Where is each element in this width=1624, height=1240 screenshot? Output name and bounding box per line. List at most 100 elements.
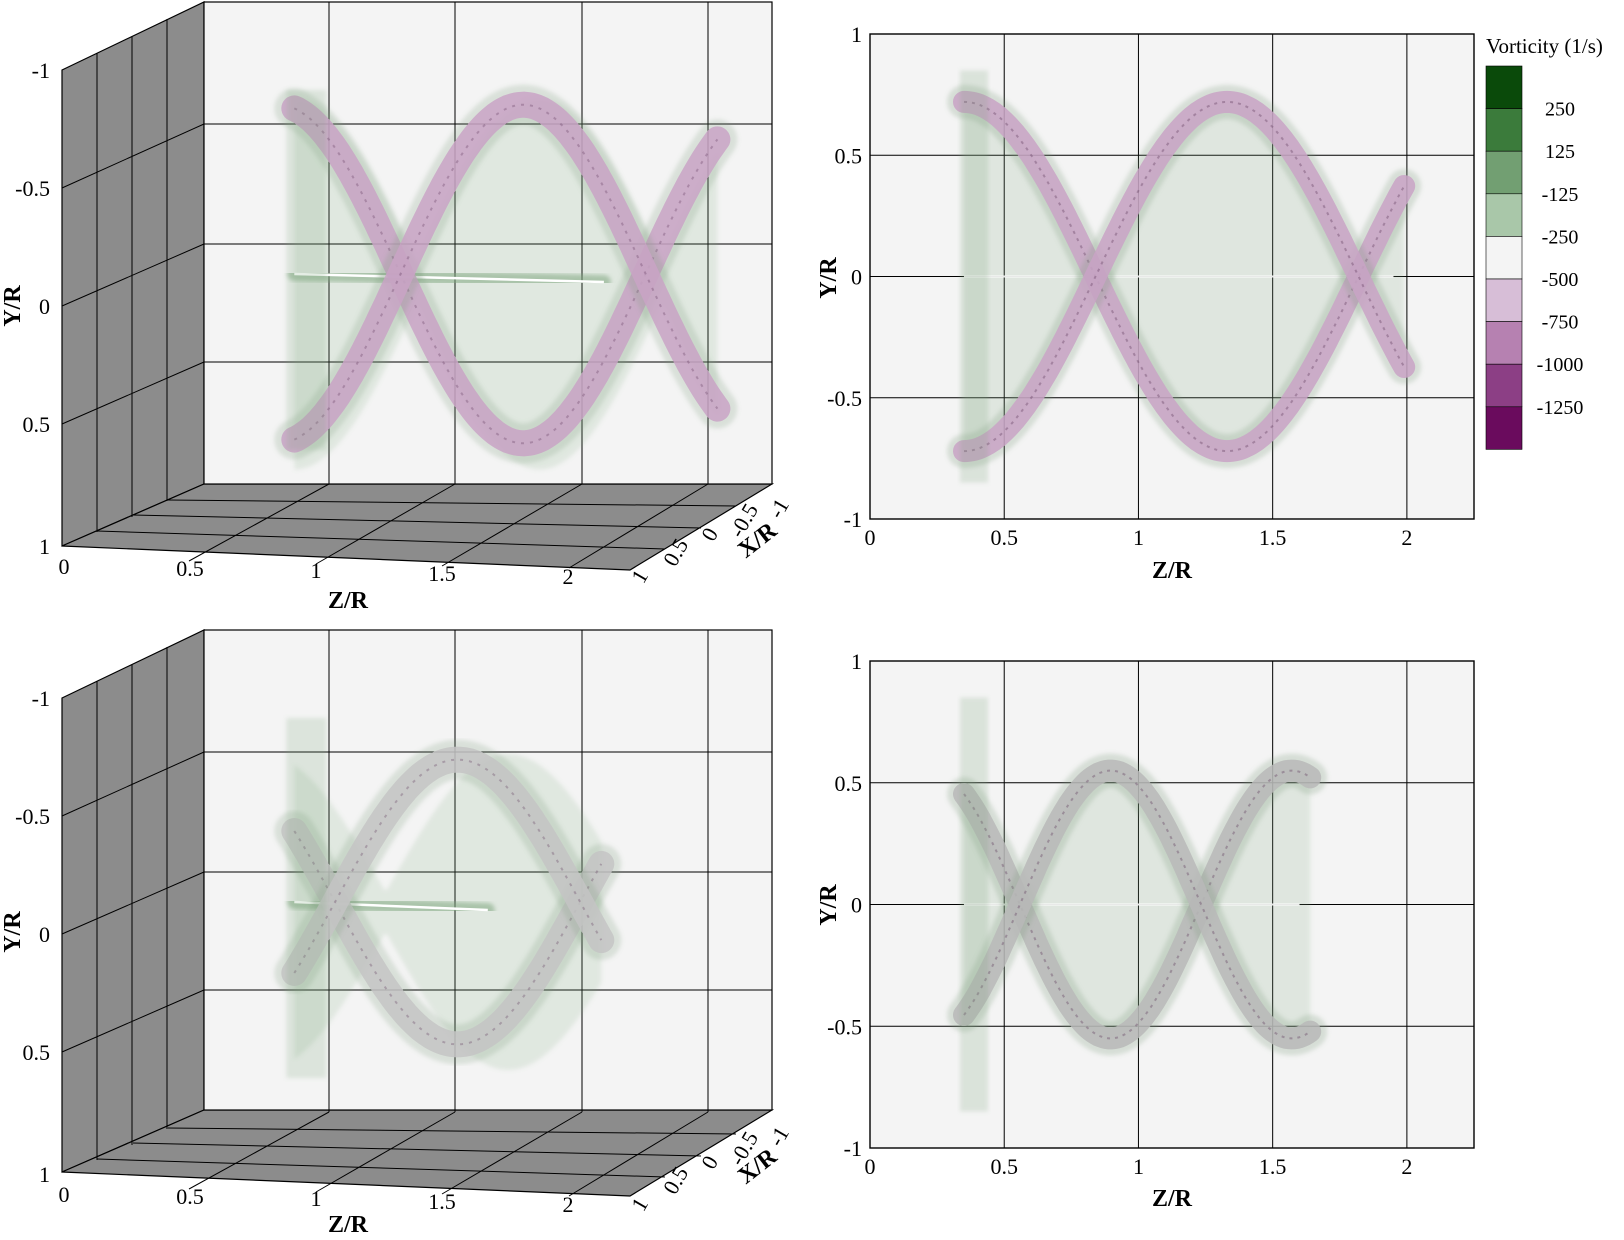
grid-line-wall [61,361,205,425]
y-tick-label: -1 [844,507,862,532]
grid-line-floor [441,1111,583,1195]
legend-label: -1000 [1537,354,1584,376]
z-tick-label: 1.5 [428,561,456,586]
tip-vortex-tube [953,759,1322,1050]
grid-line-floor [132,1142,702,1157]
y-tick-label: -0.5 [827,386,862,411]
tick-labels: 0 0.5 1 1.5 2 1 0.5 0 -0.5 -1 [827,649,1412,1179]
y-axis-label: Y/R [816,884,842,926]
legend-swatch [1485,108,1523,152]
legend-title: Vorticity (1/s) [1486,34,1603,58]
x-tick-label: 0.5 [990,525,1018,550]
y-tick-label: -0.5 [15,176,50,201]
legend-label: -750 [1542,312,1579,334]
y-tick-label: 0 [39,294,50,319]
legend-swatch [1485,193,1523,237]
y-tick-label: -1 [32,58,50,83]
legend-labels: 250 125 -125 -250 -500 -750 -1000 -1250 [1537,99,1584,419]
z-tick-label: 0 [59,554,70,579]
y-tick-label: -1 [844,1136,862,1161]
x-axis-label: Z/R [1152,558,1193,584]
panel-3d-top: -1-0.500.510 0.5 1 1.5 2 10.5 0 -0.5 -1 Y/R Z/R … [0,1,794,614]
y-tick-label: 0 [851,893,862,918]
grid-line-floor [441,483,583,567]
grid-line-floor [167,1127,737,1135]
left-wall [61,629,205,1173]
x-tick-label: 1 [626,565,653,587]
y-axis-label: Y/R [0,285,26,327]
y-tick-label: -0.5 [15,804,50,829]
x-tick-label: 1.5 [1259,525,1287,550]
left-wall [61,1,205,547]
legend-swatch [1485,150,1523,195]
legend-swatch [1485,363,1523,408]
legend-label: -250 [1542,226,1579,248]
x-tick-label: 2 [1401,525,1412,550]
grid-line-floor [568,1111,709,1197]
y-tick-label: 1 [39,534,50,559]
grid-line-floor [167,499,737,507]
y-tick-label: 1 [39,1162,50,1187]
grid-line-wall [61,989,205,1053]
panel-3d-bottom: -1-0.500.510 0.5 1 1.5 2 10.5 0 -0.5 -1 Y/R Z/R … [0,629,794,1238]
legend-swatch [1485,406,1523,450]
vorticity-isosurface [274,84,738,470]
panel-2d-top: 0 0.5 1 1.5 2 1 0.5 0 -0.5 -1 Y/R Z/R [816,22,1475,584]
z-tick-label: 0.5 [176,556,204,581]
vorticity-isosurface [947,697,1328,1112]
y-tick-label: 1 [851,22,862,47]
tip-vortex-striation [293,107,719,445]
legend-swatches [1485,65,1523,450]
shedding-band [959,697,988,1112]
x-tick-label: 0 [865,1154,876,1179]
tip-vortex-striation [963,100,1406,453]
tip-vortex-striation [293,103,719,441]
y-tick-label: 0 [39,922,50,947]
x-tick-label: 0 [696,1151,723,1173]
y-tick-label: 0 [851,265,862,290]
z-tick-label: 2 [563,564,574,589]
legend-swatch [1485,236,1523,280]
legend-label: 125 [1545,141,1575,163]
x-tick-label: 1 [626,1193,653,1215]
tip-vortex-striation [963,769,1311,1040]
tip-vortex-tube [953,90,1416,463]
root-vortex-core [294,272,604,284]
legend-label: -500 [1542,269,1579,291]
panel-2d-bottom: 0 0.5 1 1.5 2 1 0.5 0 -0.5 -1 Y/R Z/R [816,649,1475,1212]
tip-vortex-striation [963,100,1406,453]
tip-vortex-tube [953,90,1416,463]
y-tick-label: -0.5 [827,1014,862,1039]
grid-line-floor [315,1111,456,1193]
z-axis-label: Z/R [328,588,369,614]
tip-vortex-tube [281,91,731,453]
y-axis-label: Y/R [0,911,26,953]
y-tick-label: 0.5 [835,143,863,168]
grid-line-floor [132,514,702,529]
grid-line-floor [96,530,666,550]
legend-swatch [1485,65,1523,109]
z-tick-label: 1 [311,558,322,583]
z-tick-label: 0.5 [176,1184,204,1209]
z-axis-label: Z/R [328,1212,369,1238]
y-axis-label: Y/R [816,257,842,299]
grid-line-wall [61,871,205,935]
vorticity-isosurface [947,70,1422,483]
x-tick-label: 0 [696,523,723,545]
y-tick-label: 0.5 [23,412,51,437]
z-tick-label: 1 [311,1186,322,1211]
legend-label: -125 [1542,184,1579,206]
grid-line-floor [188,1111,330,1190]
tip-vortex-tube [281,746,615,986]
grid-line-floor [96,1158,666,1178]
z-tick-label: 2 [563,1192,574,1217]
y-tick-label: 1 [851,649,862,674]
x-axis-label: Z/R [1152,1186,1193,1212]
x-tick-label: 0 [865,525,876,550]
grid-line-floor [188,483,330,562]
y-tick-label: 0.5 [23,1040,51,1065]
grid-line-floor [568,483,709,569]
grid-line-floor [315,483,456,565]
x-tick-label: 2 [1401,1154,1412,1179]
